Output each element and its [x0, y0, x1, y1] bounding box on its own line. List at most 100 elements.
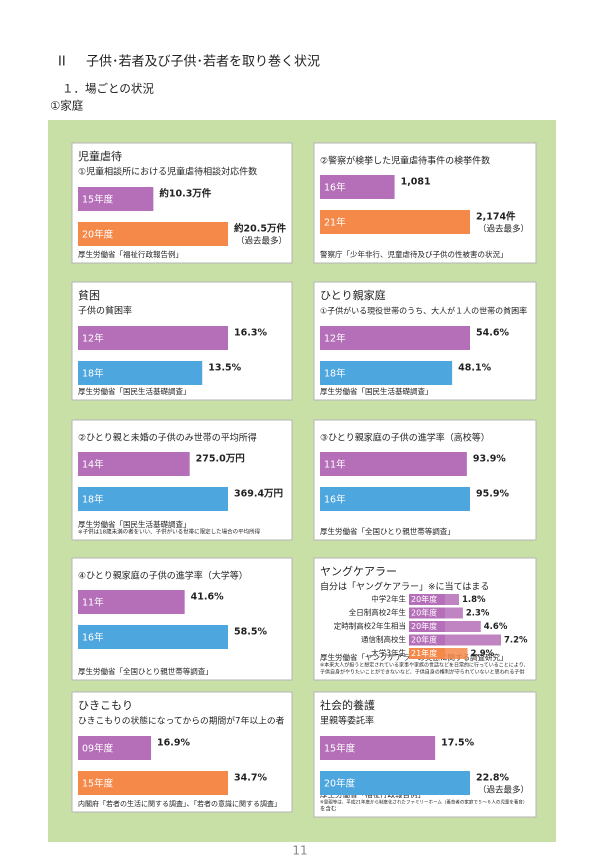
bar [320, 452, 467, 476]
row-group: 定時制高校2年生相当 [334, 621, 406, 631]
period-label: 20年度 [411, 621, 437, 631]
value-label: 369.4万円 [234, 489, 283, 500]
value-label: 54.6% [476, 328, 509, 339]
panel [313, 557, 537, 681]
source: 厚生労働省「全国ひとり親世帯等調査」 [78, 666, 213, 676]
panel-title: ひきこもり [78, 699, 133, 712]
row-group: 通信制高校生 [361, 634, 406, 644]
value-label: 1.8% [462, 595, 486, 605]
panel-subtitle: ④ひとり親家庭の子供の進学率（大学等） [78, 570, 248, 582]
panel-title: 貧困 [78, 289, 100, 302]
value-label: 約10.3万件 [159, 188, 211, 200]
period-tag [409, 607, 445, 619]
panel [313, 142, 537, 264]
source: 厚生労働省「全国ひとり親世帯等調査」 [320, 526, 455, 536]
bar-label: 20年度 [324, 778, 356, 790]
value-label: 58.5% [234, 627, 267, 638]
period-tag [409, 594, 445, 605]
panel-title: 社会的養護 [320, 698, 375, 712]
period-label: 20年度 [411, 594, 437, 604]
bar-label: 15年度 [82, 778, 114, 790]
panel-title: ひとり親家庭 [320, 288, 386, 302]
panel-subtitle: ひきこもりの状態になってからの期間が7年以上の者 [78, 715, 285, 727]
value-label: 7.2% [504, 636, 528, 646]
value-label: 41.6% [191, 592, 224, 603]
source: 厚生労働省「国民生活基礎調査」 [78, 386, 191, 396]
bar [320, 326, 470, 350]
bar-label: 16年 [82, 632, 104, 644]
value-label: 22.8% [476, 773, 509, 784]
value-label: 95.9% [476, 489, 509, 500]
footnote: ※本来大人が担うと想定されている家事や家族の世話などを日常的に行っていることによ… [320, 662, 529, 669]
value-label: 13.5% [208, 363, 241, 374]
bar-label: 16年 [324, 494, 346, 506]
panel [71, 557, 293, 681]
bar [320, 361, 453, 385]
source: 厚生労働省「福祉行政報告例」 [78, 249, 183, 259]
source: 内閣府「若者の生活に関する調査」、「若者の意識に関する調査」 [78, 799, 281, 808]
value-label: 約20.5万件 [234, 223, 286, 235]
bar-label: 12年 [324, 333, 346, 345]
bar-label: 21年 [324, 217, 346, 229]
chapter: II [58, 55, 66, 70]
bar [78, 361, 203, 385]
bar-label: 15年度 [82, 194, 114, 206]
period-tag [409, 621, 445, 632]
panel-subtitle: 里親等委託率 [320, 715, 374, 727]
bar [445, 607, 463, 619]
bar [320, 487, 470, 511]
value-label: 17.5% [441, 738, 474, 749]
subsection: ①家庭 [50, 99, 84, 113]
section: １．場ごとの状況 [62, 82, 154, 96]
period-tag [409, 648, 445, 659]
bar [78, 187, 154, 211]
page-title: 子供･若者及び子供･若者を取り巻く状況 [86, 54, 320, 70]
value-label: 93.9% [473, 454, 506, 465]
value-label: 16.3% [234, 328, 267, 339]
bar [78, 590, 185, 614]
panel [71, 419, 293, 541]
period-label: 20年度 [411, 635, 437, 645]
period-label: 20年度 [411, 608, 437, 618]
footnote: 子供自身がやりたいことができないなど、子供自身の権利が守られていないと思われる子… [320, 669, 524, 676]
bar [78, 736, 152, 760]
bar [78, 487, 228, 511]
bar-label: 18年 [82, 368, 104, 380]
bar [320, 736, 436, 760]
value-label: 1,081 [401, 177, 431, 188]
panel-subtitle: 子供の貧困率 [78, 305, 132, 317]
bar [78, 452, 190, 476]
value-label: 34.7% [234, 773, 267, 784]
value-label: 48.1% [458, 363, 491, 374]
value-note: （過去最多） [478, 224, 529, 235]
value-label: 4.6% [484, 622, 508, 632]
source: 厚生労働省「国民生活基礎調査」 [78, 519, 191, 529]
row-group: 中学2年生 [371, 594, 406, 604]
bar-label: 18年 [324, 368, 346, 380]
panel-subtitle: 自分は「ヤングケアラー」※に当てはまる [320, 581, 489, 593]
panel-subtitle: ①児童相談所における児童虐待相談対応件数 [78, 166, 257, 178]
value-label: 275.0万円 [196, 454, 245, 465]
value-label: 16.9% [157, 738, 190, 749]
bar-label: 16年 [324, 182, 346, 194]
value-note: （過去最多） [236, 236, 287, 247]
bar-label: 12年 [82, 333, 104, 345]
bar [320, 175, 395, 199]
source: 警察庁「少年非行、児童虐待及び子供の性被害の状況」 [320, 249, 508, 259]
value-label: 2.9% [471, 649, 495, 659]
panel-subtitle: ②警察が検挙した児童虐待事件の検挙件数 [320, 155, 490, 167]
row-group: 全日制高校2年生 [349, 607, 407, 617]
row-group: 大学3年生 [371, 648, 406, 658]
bar-label: 20年度 [82, 229, 114, 241]
bar [78, 625, 228, 649]
bar [78, 326, 228, 350]
value-label: 2.3% [466, 609, 490, 619]
panel [313, 419, 537, 541]
period-tag [409, 634, 445, 646]
bar [320, 771, 470, 795]
value-label: 2,174件 [476, 211, 516, 223]
bar [445, 648, 468, 659]
period-label: 21年度 [411, 648, 437, 658]
panel-subtitle: ①子供がいる現役世帯のうち、大人が１人の世帯の貧困率 [320, 306, 527, 316]
